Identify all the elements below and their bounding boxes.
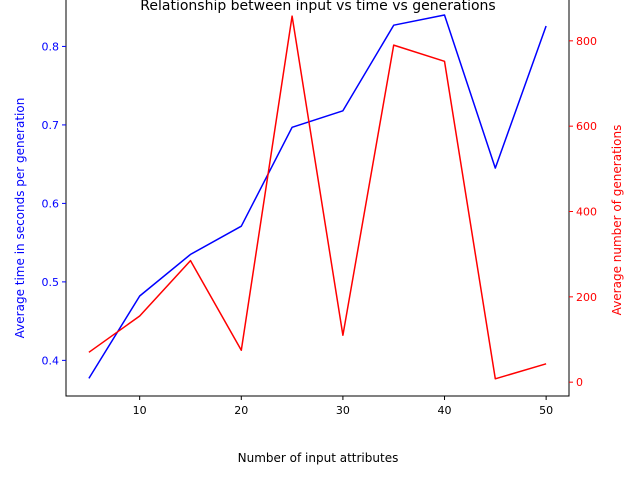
x-axis-label: Number of input attributes: [238, 451, 399, 465]
left-y-tick-label: 0.4: [42, 354, 60, 367]
x-axis-ticks: 10 20 30 40 50: [133, 396, 553, 417]
series-layer: [88, 14, 547, 380]
time-series-line: [88, 14, 547, 379]
right-y-tick-label: 400: [576, 206, 597, 219]
x-tick-label: 50: [539, 404, 553, 417]
right-y-tick-label: 800: [576, 35, 597, 48]
right-y-axis-ticks: 0 200 400 600 800: [569, 35, 597, 389]
right-y-tick-label: 200: [576, 291, 597, 304]
right-y-tick-label: 600: [576, 120, 597, 133]
right-y-tick-label: 0: [576, 376, 583, 389]
left-y-tick-label: 0.8: [42, 40, 60, 53]
plot-frame: [65, 0, 570, 397]
generations-series-line: [88, 15, 547, 380]
right-y-axis-label: Average number of generations: [610, 125, 624, 316]
left-y-axis-ticks: 0.4 0.5 0.6 0.7 0.8: [42, 40, 66, 367]
chart-title: Relationship between input vs time vs ge…: [140, 0, 495, 14]
left-y-tick-label: 0.7: [42, 119, 60, 132]
left-y-tick-label: 0.5: [42, 276, 60, 289]
x-tick-label: 30: [336, 404, 350, 417]
x-tick-label: 20: [234, 404, 248, 417]
plot-area: [65, 0, 570, 397]
left-y-tick-label: 0.6: [42, 197, 60, 210]
x-tick-label: 10: [133, 404, 147, 417]
left-y-axis-label: Average time in seconds per generation: [13, 98, 27, 339]
x-tick-label: 40: [438, 404, 452, 417]
